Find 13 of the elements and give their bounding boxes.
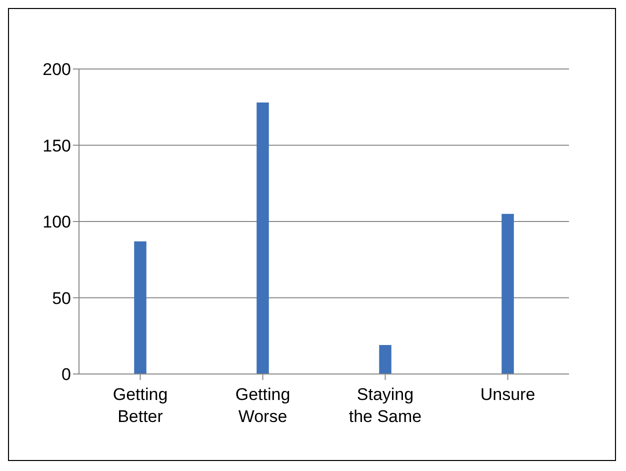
x-tick-label: Getting Better <box>112 385 168 426</box>
y-tick-label: 150 <box>42 136 71 156</box>
y-tick-label: 200 <box>42 60 71 80</box>
bar <box>502 214 514 374</box>
bar <box>134 241 146 374</box>
x-tick-label: Staying the Same <box>348 385 422 426</box>
y-tick-label: 0 <box>62 365 71 384</box>
y-tick-label: 50 <box>52 288 71 308</box>
y-tick-label: 100 <box>42 212 71 232</box>
x-tick-label: Getting Worse <box>235 385 290 426</box>
bar <box>379 345 392 374</box>
bar <box>256 102 269 374</box>
x-tick-label: Unsure <box>480 385 536 404</box>
